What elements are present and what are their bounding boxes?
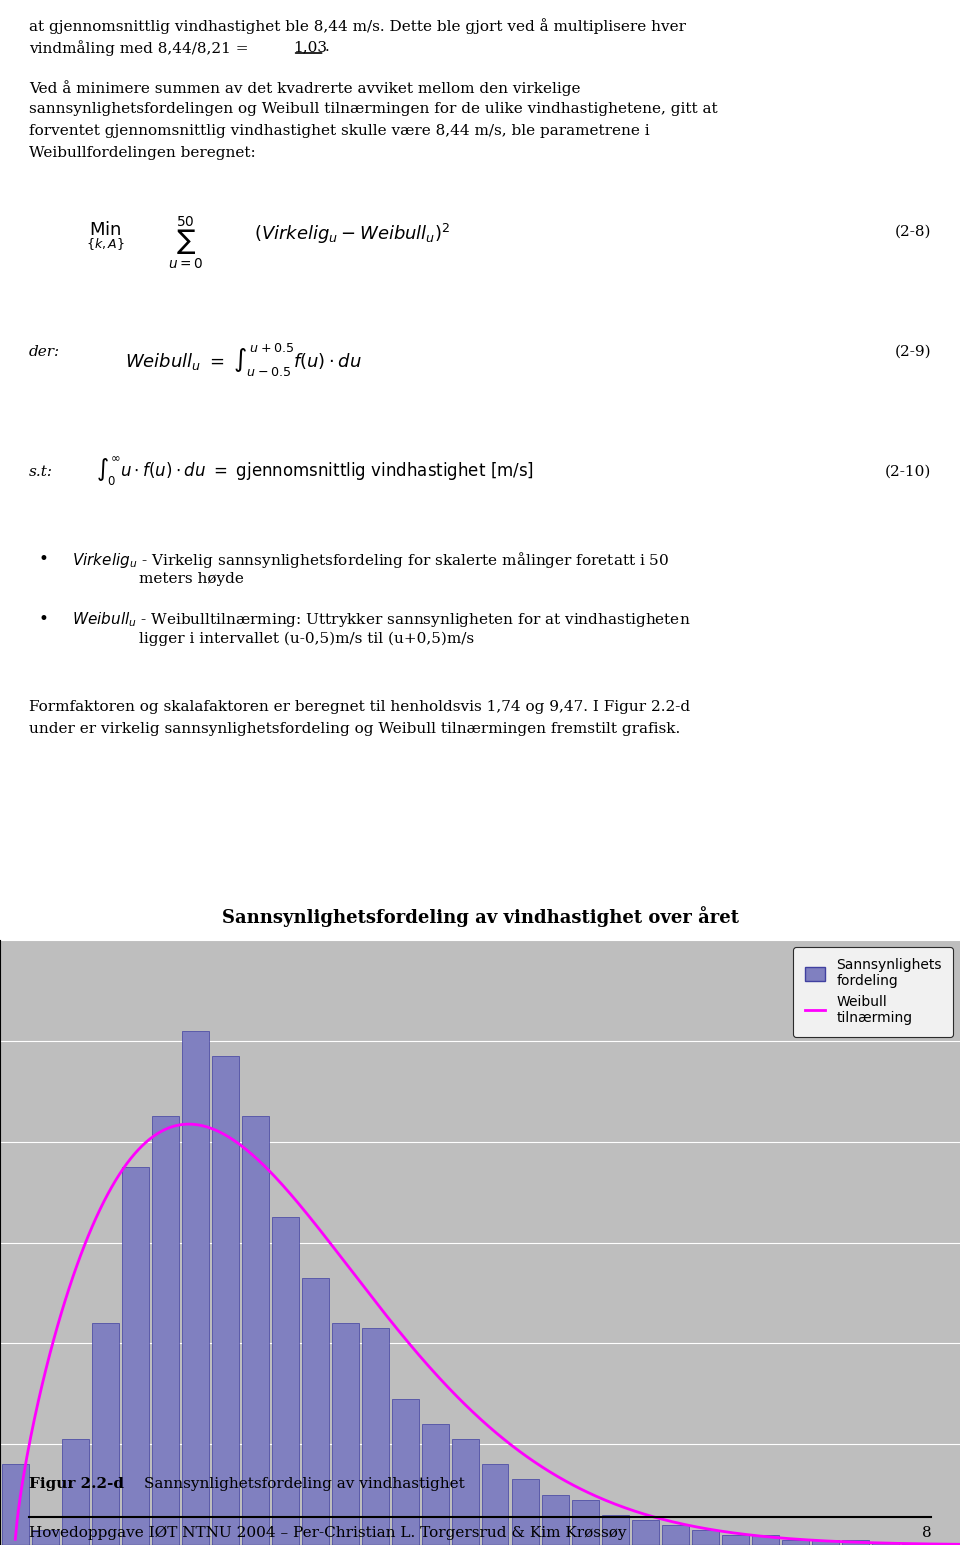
Bar (421, 1424, 448, 1545)
Bar (602, 1514, 629, 1545)
Text: vindmåling med 8,44/8,21 =: vindmåling med 8,44/8,21 = (29, 40, 253, 56)
Text: $\mathit{Virkelig}_{u}$ - Virkelig sannsynlighetsfordeling for skalerte målinger: $\mathit{Virkelig}_{u}$ - Virkelig sanns… (72, 550, 669, 570)
Bar (781, 1540, 808, 1545)
Bar (392, 1398, 419, 1545)
Bar (722, 1534, 749, 1545)
Text: $\int_{0}^{\infty} u\cdot f(u)\cdot du\ =\ \mathrm{gjennomsnittlig\ vindhastighe: $\int_{0}^{\infty} u\cdot f(u)\cdot du\ … (96, 454, 534, 488)
Bar (632, 1520, 659, 1545)
Text: meters høyde: meters høyde (139, 572, 244, 586)
Bar (211, 1055, 238, 1545)
Bar (2, 1465, 29, 1545)
Bar (691, 1530, 718, 1545)
Text: sannsynlighetsfordelingen og Weibull tilnærmingen for de ulike vindhastighetene,: sannsynlighetsfordelingen og Weibull til… (29, 102, 717, 116)
Text: •: • (38, 550, 48, 569)
Text: Sannsynlighetsfordeling av vindhastighet: Sannsynlighetsfordeling av vindhastighet (144, 1477, 465, 1491)
Text: $\mathit{Weibull}_{u}\ =\ \int_{u-0.5}^{u+0.5} f(u)\cdot du$: $\mathit{Weibull}_{u}\ =\ \int_{u-0.5}^{… (125, 341, 361, 379)
Bar (152, 1117, 179, 1545)
Legend: Sannsynlighets
fordeling, Weibull
tilnærming: Sannsynlighets fordeling, Weibull tilnær… (793, 947, 953, 1037)
Text: under er virkelig sannsynlighetsfordeling og Weibull tilnærmingen fremstilt graf: under er virkelig sannsynlighetsfordelin… (29, 722, 680, 735)
Bar (752, 1534, 779, 1545)
Bar (541, 1494, 568, 1545)
Text: (2-9): (2-9) (895, 345, 931, 358)
Bar (301, 1278, 328, 1545)
Text: $\underset{\{k,A\}}{\mathrm{Min}}$: $\underset{\{k,A\}}{\mathrm{Min}}$ (86, 219, 126, 253)
Text: $\sum_{u=0}^{50}$: $\sum_{u=0}^{50}$ (168, 215, 204, 272)
Text: Figur 2.2-d: Figur 2.2-d (29, 1477, 124, 1491)
Text: forventet gjennomsnittlig vindhastighet skulle være 8,44 m/s, ble parametrene i: forventet gjennomsnittlig vindhastighet … (29, 124, 649, 138)
Bar (872, 1542, 899, 1545)
Text: ligger i intervallet (u-0,5)m/s til (u+0,5)m/s: ligger i intervallet (u-0,5)m/s til (u+0… (139, 632, 474, 646)
Text: .: . (324, 40, 329, 54)
Bar (842, 1540, 869, 1545)
Text: Weibullfordelingen beregnet:: Weibullfordelingen beregnet: (29, 145, 255, 161)
Text: $\left(\mathit{Virkelig}_{u} - \mathit{Weibull}_{u}\right)^{2}$: $\left(\mathit{Virkelig}_{u} - \mathit{W… (254, 222, 451, 246)
Text: 1,03: 1,03 (293, 40, 326, 54)
Text: (2-10): (2-10) (885, 465, 931, 479)
Text: Hovedoppgave IØT NTNU 2004 – Per-Christian L. Torgersrud & Kim Krøssøy: Hovedoppgave IØT NTNU 2004 – Per-Christi… (29, 1526, 626, 1540)
Text: (2-8): (2-8) (895, 226, 931, 239)
Bar (91, 1323, 118, 1545)
Bar (122, 1166, 149, 1545)
Bar (811, 1540, 838, 1545)
Bar (61, 1438, 88, 1545)
Bar (571, 1500, 598, 1545)
Text: der:: der: (29, 345, 60, 358)
Bar (482, 1465, 509, 1545)
Text: Ved å minimere summen av det kvadrerte avviket mellom den virkelige: Ved å minimere summen av det kvadrerte a… (29, 80, 580, 96)
Bar (661, 1525, 688, 1545)
Bar (451, 1438, 478, 1545)
Text: •: • (38, 610, 48, 627)
Bar (181, 1031, 208, 1545)
Bar (512, 1480, 539, 1545)
Text: $\mathit{Weibull}_{u}$ - Weibulltilnærming: Uttrykker sannsynligheten for at vin: $\mathit{Weibull}_{u}$ - Weibulltilnærmi… (72, 610, 690, 629)
Text: 8: 8 (922, 1526, 931, 1540)
Text: Formfaktoren og skalafaktoren er beregnet til henholdsvis 1,74 og 9,47. I Figur : Formfaktoren og skalafaktoren er beregne… (29, 700, 690, 714)
Title: Sannsynlighetsfordeling av vindhastighet over året: Sannsynlighetsfordeling av vindhastighet… (222, 907, 738, 927)
Bar (32, 1530, 59, 1545)
Bar (242, 1117, 269, 1545)
Text: at gjennomsnittlig vindhastighet ble 8,44 m/s. Dette ble gjort ved å multipliser: at gjennomsnittlig vindhastighet ble 8,4… (29, 19, 685, 34)
Bar (331, 1323, 358, 1545)
Text: s.t:: s.t: (29, 465, 53, 479)
Bar (272, 1217, 299, 1545)
Bar (362, 1329, 389, 1545)
